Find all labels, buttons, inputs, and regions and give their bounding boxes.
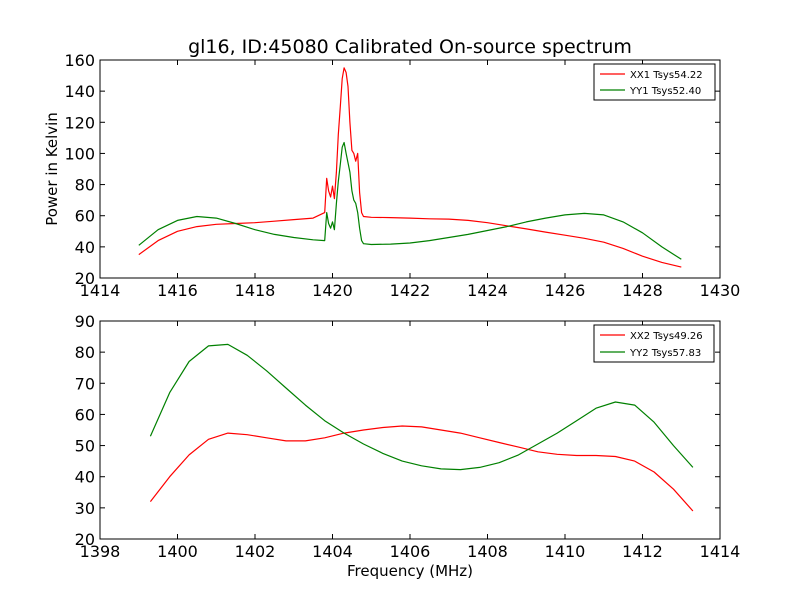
top-series-yy1-line (138, 141, 682, 260)
top-ticks: 1414 1416 1418 1420 1422 1424 1426 1428 1430 20 40… (64, 51, 740, 300)
bottom-x-tick-label: 1398 (80, 542, 121, 561)
bottom-x-tick-label: 1412 (622, 542, 663, 561)
bottom-series-layer (149, 343, 694, 512)
bottom-x-tick-label: 1400 (157, 542, 198, 561)
top-x-tick-label: 1428 (622, 281, 663, 300)
top-y-tick-label: 60 (75, 207, 95, 226)
top-x-tick-label: 1414 (80, 281, 121, 300)
bottom-y-tick-label: 50 (75, 437, 95, 456)
bottom-x-tick-label: 1408 (467, 542, 508, 561)
bottom-ticks: 1398 1400 1402 1404 1406 1408 1410 1412 1414 20 30… (75, 312, 741, 561)
chart-title: gl16, ID:45080 Calibrated On-source spec… (188, 36, 632, 58)
top-x-tick-label: 1426 (545, 281, 586, 300)
bottom-y-tick-label: 60 (75, 405, 95, 424)
bottom-legend: XX2 Tsys49.26 YY2 Tsys57.83 (593, 324, 715, 363)
bottom-series-yy2-line (149, 343, 694, 471)
top-y-tick-label: 40 (75, 238, 95, 257)
bottom-x-tick-label: 1410 (545, 542, 586, 561)
bottom-y-tick-label: 70 (75, 374, 95, 393)
top-x-tick-label: 1424 (467, 281, 508, 300)
top-x-tick-label: 1420 (312, 281, 353, 300)
top-y-tick-label: 20 (75, 269, 95, 288)
top-series-layer (138, 67, 682, 268)
bottom-y-tick-label: 90 (75, 312, 95, 331)
bottom-legend-label-yy2: YY2 Tsys57.83 (629, 348, 701, 359)
bottom-y-tick-label: 20 (75, 530, 95, 549)
bottom-x-tick-label: 1414 (700, 542, 741, 561)
top-y-tick-label: 100 (64, 144, 95, 163)
bottom-y-tick-label: 40 (75, 468, 95, 487)
top-panel: 1414 1416 1418 1420 1422 1424 1426 1428 1430 20 40… (43, 51, 740, 300)
top-y-tick-label: 80 (75, 176, 95, 195)
top-x-tick-label: 1430 (700, 281, 741, 300)
top-legend-label-xx1: XX1 Tsys54.22 (630, 70, 703, 81)
top-y-tick-label: 140 (64, 82, 95, 101)
top-x-tick-label: 1416 (157, 281, 198, 300)
top-legend-label-yy1: YY1 Tsys52.40 (629, 86, 701, 97)
bottom-series-xx2-line (149, 425, 694, 512)
top-legend-box (593, 63, 716, 101)
top-y-tick-label: 160 (64, 51, 95, 70)
top-x-tick-label: 1418 (235, 281, 276, 300)
bottom-y-tick-label: 80 (75, 343, 95, 362)
bottom-x-tick-label: 1404 (312, 542, 353, 561)
bottom-legend-label-xx2: XX2 Tsys49.26 (630, 331, 703, 342)
top-series-xx1-line (138, 67, 682, 268)
bottom-x-tick-label: 1406 (390, 542, 431, 561)
bottom-panel: 1398 1400 1402 1404 1406 1408 1410 1412 1414 20 30… (75, 312, 741, 580)
bottom-y-tick-label: 30 (75, 499, 95, 518)
top-x-tick-label: 1422 (390, 281, 431, 300)
top-legend: XX1 Tsys54.22 YY1 Tsys52.40 (593, 63, 716, 101)
top-y-axis-label: Power in Kelvin (43, 112, 61, 226)
top-y-tick-label: 120 (64, 113, 95, 132)
bottom-x-axis-label: Frequency (MHz) (347, 562, 473, 580)
bottom-legend-box (593, 324, 715, 363)
bottom-x-tick-label: 1402 (235, 542, 276, 561)
